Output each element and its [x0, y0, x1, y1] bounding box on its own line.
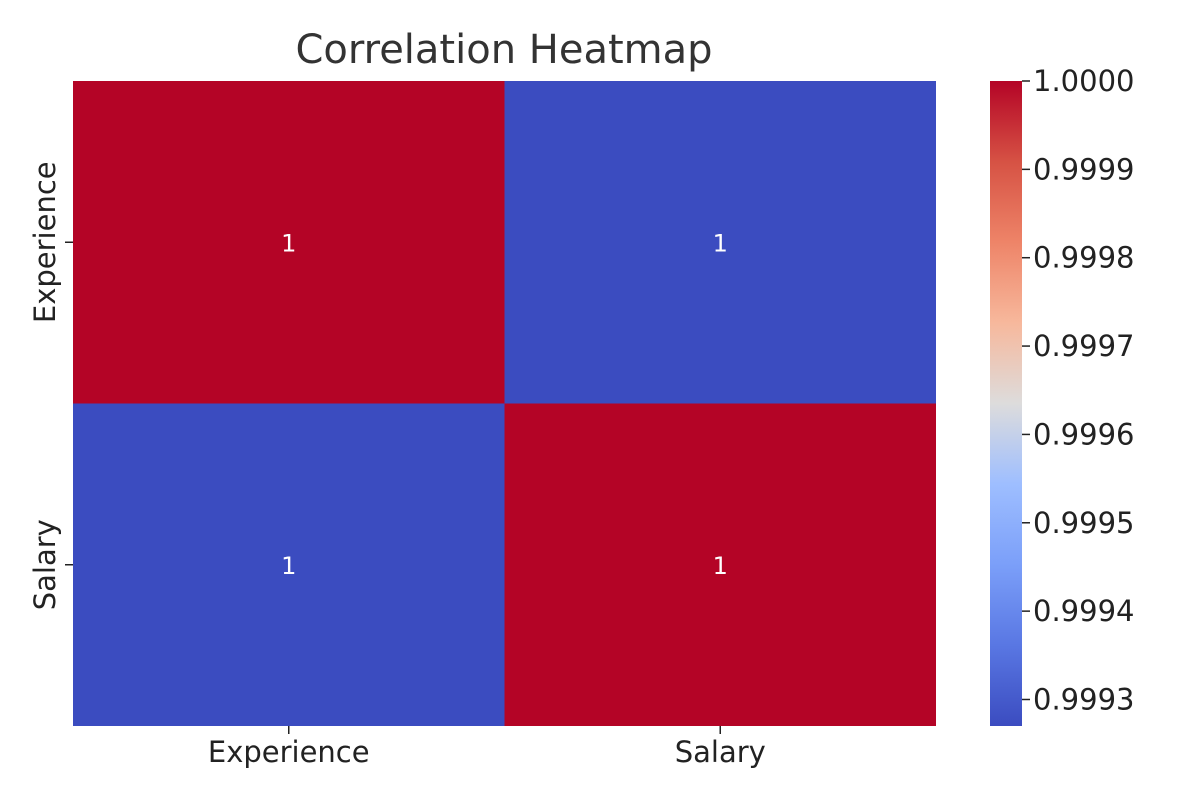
cell-label-r1c0: 1: [281, 552, 296, 580]
heatmap-cell-r1c1: [504, 403, 936, 726]
colorbar-ticks: 1.0000 0.9999 0.9998 0.9997 0.9996 0.9995 0.99…: [1022, 64, 1134, 716]
x-tick-label: Salary: [675, 735, 766, 769]
colorbar-tick-label: 0.9995: [1033, 506, 1134, 540]
colorbar-tick-label: 0.9998: [1033, 241, 1134, 275]
cell-label-r1c1: 1: [713, 552, 728, 580]
cell-annotations: 1 1 1 1: [281, 229, 728, 580]
colorbar-tick-label: 0.9997: [1033, 329, 1134, 363]
cell-label-r0c0: 1: [281, 229, 296, 257]
y-tick-label: Experience: [28, 161, 62, 323]
y-tick-label: Salary: [28, 519, 62, 610]
colorbar-tick-label: 0.9994: [1033, 594, 1134, 628]
heatmap-cells: [73, 81, 936, 726]
chart-title: Correlation Heatmap: [295, 27, 712, 73]
y-axis: Experience Salary: [28, 161, 73, 610]
x-axis: Experience Salary: [208, 726, 766, 769]
colorbar-tick-label: 1.0000: [1033, 64, 1134, 98]
cell-label-r0c1: 1: [713, 229, 728, 257]
heatmap-cell-r0c0: [73, 81, 505, 404]
colorbar-tick-label: 0.9999: [1033, 152, 1134, 186]
colorbar-tick-label: 0.9993: [1033, 682, 1134, 716]
heatmap-cell-r0c1: [504, 81, 936, 404]
x-tick-label: Experience: [208, 735, 370, 769]
heatmap-cell-r1c0: [73, 403, 505, 726]
colorbar-tick-label: 0.9996: [1033, 417, 1134, 451]
colorbar: [990, 81, 1022, 726]
